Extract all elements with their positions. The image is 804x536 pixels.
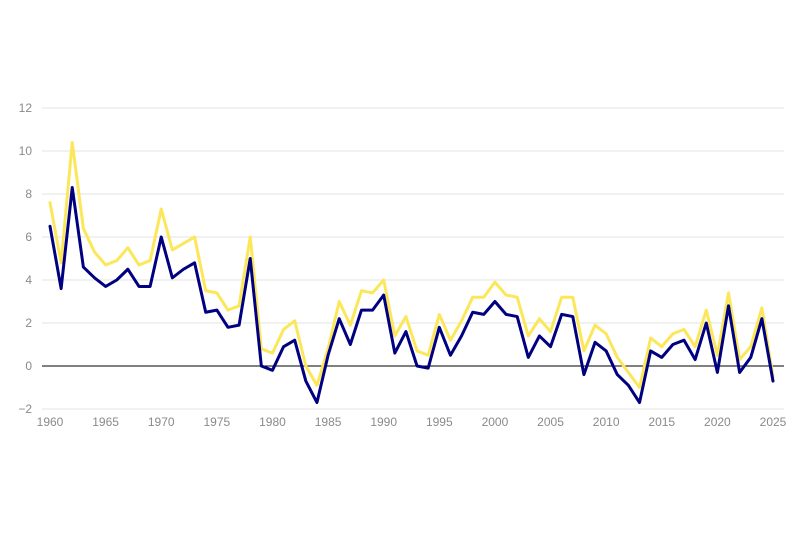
y-tick-label: 12 (19, 101, 33, 115)
y-tick-label: 8 (25, 187, 32, 201)
y-axis-ticks: −2 0 2 4 6 8 10 12 (18, 101, 32, 416)
x-tick-label: 2025 (760, 415, 787, 429)
y-tick-label: 4 (25, 273, 32, 287)
y-tick-label: −2 (18, 402, 32, 416)
series-line-navy (48, 186, 775, 405)
x-tick-label: 1980 (259, 415, 286, 429)
x-tick-label: 2015 (648, 415, 675, 429)
y-tick-label: 0 (25, 359, 32, 373)
series-lines (48, 140, 775, 405)
x-tick-label: 1960 (37, 415, 64, 429)
x-tick-label: 1970 (148, 415, 175, 429)
x-tick-label: 2005 (537, 415, 564, 429)
grid-lines (42, 107, 784, 410)
x-tick-label: 2010 (593, 415, 620, 429)
y-tick-label: 2 (25, 316, 32, 330)
x-tick-label: 1985 (315, 415, 342, 429)
x-tick-label: 2000 (482, 415, 509, 429)
x-tick-label: 1975 (203, 415, 230, 429)
x-tick-label: 1990 (370, 415, 397, 429)
y-tick-label: 10 (19, 144, 33, 158)
y-tick-label: 6 (25, 230, 32, 244)
x-tick-label: 2020 (704, 415, 731, 429)
x-axis-ticks: 1960 1965 1970 1975 1980 1985 1990 1995 2000 2005… (37, 415, 787, 429)
x-tick-label: 1965 (92, 415, 119, 429)
x-tick-label: 1995 (426, 415, 453, 429)
series-line-yellow (48, 140, 775, 389)
